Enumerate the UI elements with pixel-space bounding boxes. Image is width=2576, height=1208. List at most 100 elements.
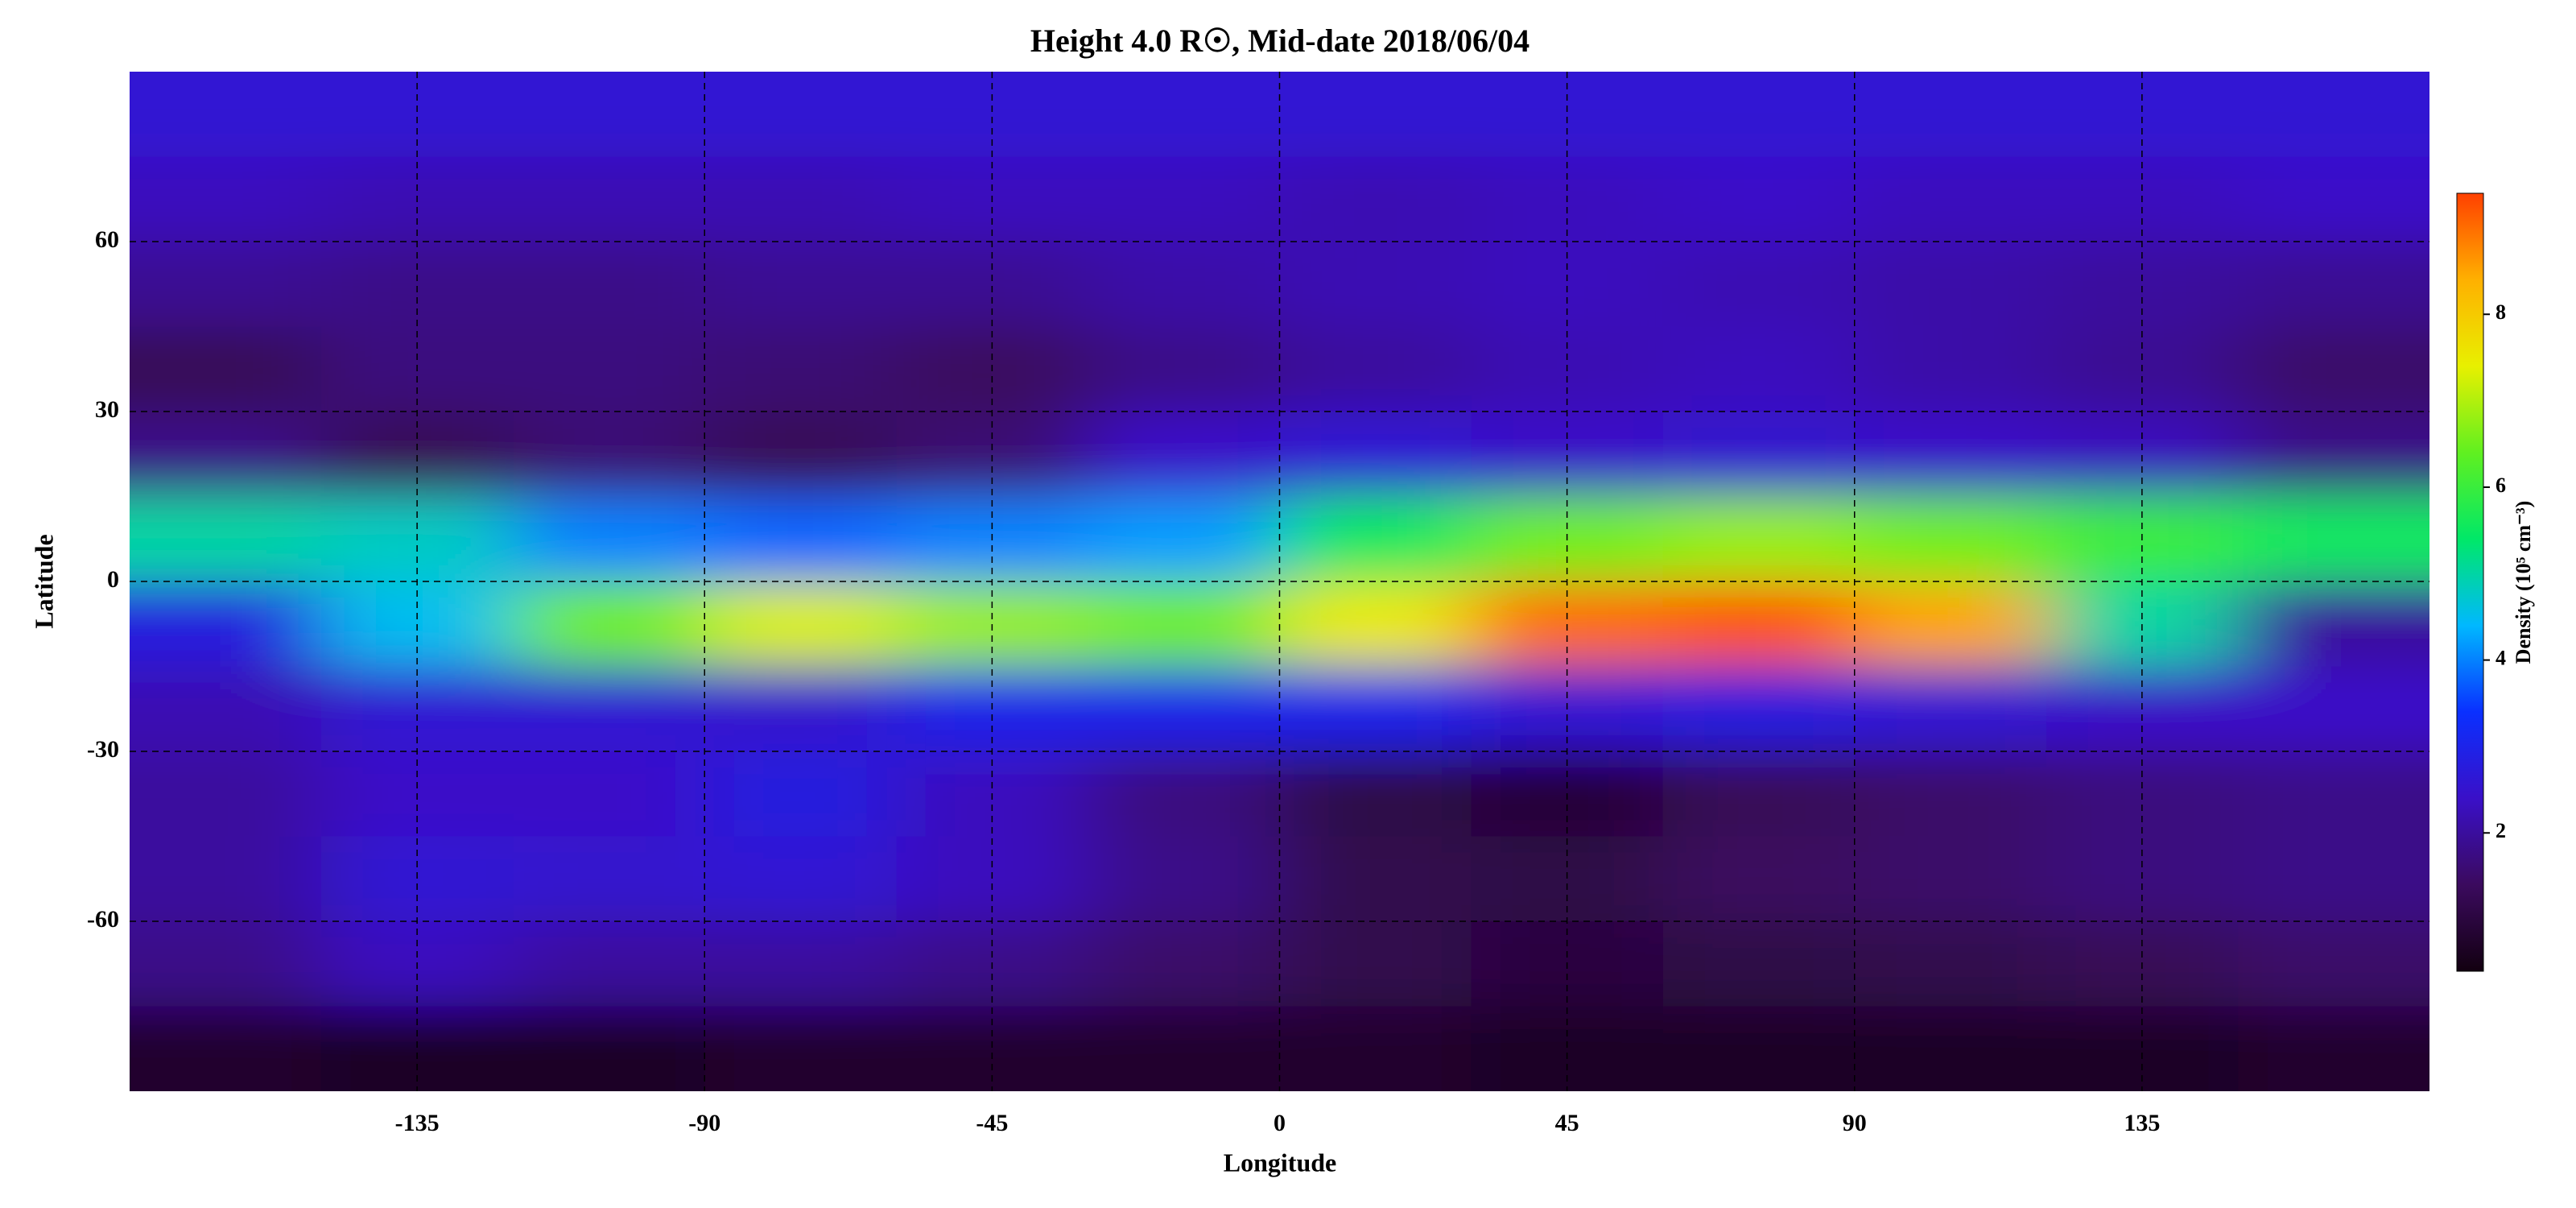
heatmap-cell <box>1279 751 1472 838</box>
heatmap-cell <box>704 496 898 582</box>
heatmap-cell <box>1088 72 1281 158</box>
heatmap-cell <box>1662 836 1856 922</box>
y-tick-label: 60 <box>95 226 119 253</box>
heatmap-cell <box>1854 836 2047 922</box>
heatmap-cell <box>130 326 323 412</box>
heatmap-cell <box>2237 581 2429 668</box>
heatmap-cell <box>513 581 706 668</box>
heatmap-cell <box>130 496 323 582</box>
heatmap-cell <box>513 72 706 158</box>
heatmap-cell <box>704 156 898 242</box>
heatmap-cell <box>2046 1006 2239 1091</box>
heatmap-cell <box>1088 412 1281 498</box>
heatmap-cell <box>1854 156 2047 242</box>
heatmap-cell <box>1662 751 1856 838</box>
heatmap-cell <box>1279 1006 1472 1091</box>
heatmap-cell <box>1662 72 1856 158</box>
heatmap-cell <box>1662 496 1856 582</box>
heatmap-cell <box>1662 412 1856 498</box>
heatmap-cell <box>2237 326 2429 412</box>
heatmap-cell <box>513 326 706 412</box>
heatmap-cell <box>2237 751 2429 838</box>
x-tick-label: 90 <box>1843 1110 1867 1136</box>
heatmap-cell <box>321 1006 514 1091</box>
heatmap-cell <box>513 412 706 498</box>
heatmap-cell <box>513 666 706 752</box>
heatmap-cell <box>704 242 898 328</box>
heatmap-cell <box>1854 751 2047 838</box>
heatmap-cell <box>1279 581 1472 668</box>
y-tick-label: 0 <box>107 566 119 593</box>
heatmap-cell <box>513 156 706 242</box>
heatmap-cell <box>130 412 323 498</box>
heatmap-cell <box>2237 921 2429 1007</box>
heatmap-cell <box>1088 751 1281 838</box>
heatmap-cell <box>704 836 898 922</box>
heatmap-cell <box>1279 72 1472 158</box>
heatmap-cell <box>513 751 706 838</box>
heatmap-cell <box>1279 836 1472 922</box>
heatmap-cell <box>513 836 706 922</box>
heatmap-cell <box>1088 242 1281 328</box>
heatmap-cell <box>1088 666 1281 752</box>
grid <box>130 72 2429 1091</box>
heatmap-cell <box>1854 921 2047 1007</box>
chart-title: Height 4.0 R☉, Mid-date 2018/06/04 <box>1030 23 1530 59</box>
heatmap-cell <box>2237 72 2429 158</box>
heatmap-cell <box>1854 1006 2047 1091</box>
heatmap-cell <box>1662 242 1856 328</box>
heatmap-cell <box>1088 581 1281 668</box>
heatmap-cell <box>1279 326 1472 412</box>
x-tick-label: 45 <box>1555 1110 1579 1136</box>
heatmap-cell <box>1279 156 1472 242</box>
heatmap-cell <box>1279 666 1472 752</box>
heatmap-cell <box>130 72 323 158</box>
x-tick-label: -135 <box>395 1110 440 1136</box>
heatmap-cell <box>130 921 323 1007</box>
y-tick-label: 30 <box>95 396 119 423</box>
heatmap-cell <box>2237 156 2429 242</box>
heatmap-cell <box>513 242 706 328</box>
heatmap-cell <box>704 751 898 838</box>
heatmap-cell <box>1088 496 1281 582</box>
colorbar-tick-label: 6 <box>2496 474 2506 497</box>
heatmap-cell <box>513 921 706 1007</box>
heatmap-cell <box>1854 326 2047 412</box>
heatmap-cell <box>1854 496 2047 582</box>
heatmap-cell <box>1088 836 1281 922</box>
y-axis-label: Latitude <box>29 534 58 628</box>
heatmap-cell <box>2237 836 2429 922</box>
heatmap-cell <box>1279 496 1472 582</box>
heatmap-cell <box>1854 72 2047 158</box>
heatmap-cell <box>2237 242 2429 328</box>
heatmap-cell <box>704 412 898 498</box>
heatmap-cell <box>1854 242 2047 328</box>
heatmap-cell <box>1088 921 1281 1007</box>
x-tick-label: 135 <box>2124 1110 2160 1136</box>
heatmap-cell <box>1854 412 2047 498</box>
x-tick-label: -45 <box>976 1110 1008 1136</box>
x-tick-label: 0 <box>1274 1110 1286 1136</box>
heatmap-cell <box>704 326 898 412</box>
heatmap-cell <box>2237 1006 2429 1091</box>
heatmap-cell <box>704 666 898 752</box>
heatmap-cell <box>130 1006 323 1091</box>
heatmap-cell <box>1279 412 1472 498</box>
heatmap-cell <box>1662 326 1856 412</box>
heatmap-cell <box>1662 666 1856 752</box>
heatmap-cell <box>1279 921 1472 1007</box>
heatmap-cell <box>704 921 898 1007</box>
colorbar-label: Density (10⁵ cm⁻³) <box>2512 501 2535 664</box>
heatmap-cell <box>896 1006 1089 1091</box>
colorbar-tick-label: 8 <box>2496 300 2506 324</box>
heatmap-cell <box>1662 581 1856 668</box>
x-tick-label: -90 <box>688 1110 720 1136</box>
y-tick-label: -30 <box>87 736 119 763</box>
heatmap-cell <box>130 666 323 752</box>
heatmap-cell <box>1088 156 1281 242</box>
heatmap-cell <box>1088 326 1281 412</box>
heatmap-cell <box>1662 156 1856 242</box>
heatmap-cell <box>1854 581 2047 668</box>
